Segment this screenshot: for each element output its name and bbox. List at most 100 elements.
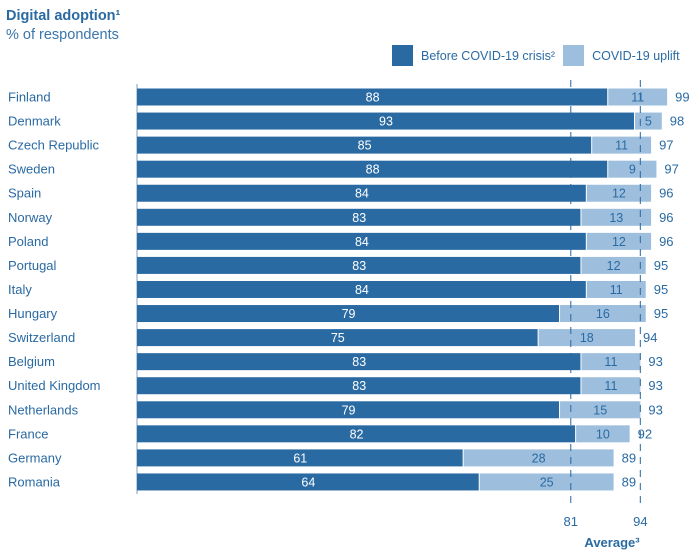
category-label: Netherlands xyxy=(8,402,79,417)
bar-covid-uplift xyxy=(581,256,646,274)
data-label-uplift: 5 xyxy=(645,115,652,129)
data-label-before: 64 xyxy=(301,475,315,489)
data-label-before: 84 xyxy=(355,235,369,249)
bar-covid-uplift xyxy=(586,280,646,298)
category-label: Italy xyxy=(8,282,32,297)
data-label-total: 92 xyxy=(638,426,652,441)
data-label-total: 94 xyxy=(643,330,657,345)
data-label-total: 93 xyxy=(648,378,662,393)
bar-before-covid xyxy=(137,280,586,298)
bar-covid-uplift xyxy=(581,353,641,371)
data-label-before: 85 xyxy=(358,139,372,153)
data-label-uplift: 16 xyxy=(596,307,610,321)
bar-before-covid xyxy=(137,425,576,443)
data-label-before: 84 xyxy=(355,283,369,297)
data-label-uplift: 10 xyxy=(596,427,610,441)
category-label: United Kingdom xyxy=(8,378,101,393)
reference-line-label: 81 xyxy=(564,514,578,529)
bar-covid-uplift xyxy=(608,160,657,178)
category-label: Romania xyxy=(8,474,61,489)
data-label-uplift: 11 xyxy=(610,283,623,297)
data-label-uplift: 12 xyxy=(612,235,626,249)
bar-before-covid xyxy=(137,208,581,226)
x-axis-label: Average³ xyxy=(584,535,640,550)
category-label: France xyxy=(8,426,48,441)
data-label-before: 82 xyxy=(350,427,364,441)
bar-before-covid xyxy=(137,305,560,323)
legend-item-before: Before COVID-19 crisis² xyxy=(392,45,555,66)
bar-covid-uplift xyxy=(586,184,652,202)
data-label-before: 83 xyxy=(352,211,366,225)
data-label-total: 99 xyxy=(675,90,689,105)
category-label: Spain xyxy=(8,186,41,201)
category-label: Portugal xyxy=(8,258,57,273)
reference-lines: 81 94 xyxy=(564,80,648,529)
data-label-total: 98 xyxy=(670,114,684,129)
data-label-uplift: 18 xyxy=(580,331,594,345)
data-label-uplift: 13 xyxy=(609,211,623,225)
bar-covid-uplift xyxy=(560,401,641,419)
bar-before-covid xyxy=(137,377,581,395)
bar-covid-uplift xyxy=(576,425,630,443)
data-label-before: 79 xyxy=(342,307,356,321)
data-label-uplift: 12 xyxy=(612,187,626,201)
category-label: Poland xyxy=(8,234,48,249)
bar-covid-uplift xyxy=(581,377,641,395)
data-label-before: 84 xyxy=(355,187,369,201)
data-label-uplift: 11 xyxy=(631,91,644,105)
legend-swatch-uplift xyxy=(563,45,585,66)
category-label: Sweden xyxy=(8,162,55,177)
data-label-before: 83 xyxy=(352,259,366,273)
category-label: Switzerland xyxy=(8,330,75,345)
data-label-uplift: 11 xyxy=(604,355,617,369)
bar-covid-uplift xyxy=(608,88,668,106)
data-label-total: 97 xyxy=(659,138,673,153)
data-label-uplift: 15 xyxy=(593,403,607,417)
bar-before-covid xyxy=(137,232,586,250)
data-label-uplift: 9 xyxy=(629,163,636,177)
category-label: Germany xyxy=(8,450,62,465)
bar-covid-uplift xyxy=(560,305,646,323)
bar-before-covid xyxy=(137,184,586,202)
data-label-uplift: 28 xyxy=(532,451,546,465)
legend: Before COVID-19 crisis² COVID-19 uplift xyxy=(392,45,688,66)
bar-before-covid xyxy=(137,473,479,491)
bar-before-covid xyxy=(137,401,560,419)
data-label-total: 95 xyxy=(654,282,668,297)
category-label: Norway xyxy=(8,210,53,225)
bar-covid-uplift xyxy=(463,449,614,467)
bar-before-covid xyxy=(137,449,463,467)
data-label-total: 93 xyxy=(648,354,662,369)
data-label-total: 96 xyxy=(659,186,673,201)
data-label-before: 93 xyxy=(379,115,393,129)
data-label-total: 95 xyxy=(654,258,668,273)
bar-before-covid xyxy=(137,329,538,347)
bar-covid-uplift xyxy=(538,329,636,347)
data-label-total: 93 xyxy=(648,402,662,417)
data-label-total: 89 xyxy=(622,450,636,465)
bar-covid-uplift xyxy=(586,232,652,250)
bar-before-covid xyxy=(137,353,581,371)
chart-title: Digital adoption¹ xyxy=(6,8,121,24)
data-label-total: 95 xyxy=(654,306,668,321)
data-label-total: 89 xyxy=(622,474,636,489)
category-label: Hungary xyxy=(8,306,58,321)
bar-before-covid xyxy=(137,112,635,130)
bar-before-covid xyxy=(137,136,592,154)
category-label: Czech Republic xyxy=(8,138,100,153)
data-label-uplift: 25 xyxy=(540,475,554,489)
legend-item-uplift: COVID-19 uplift xyxy=(563,45,680,66)
legend-label-uplift: COVID-19 uplift xyxy=(592,48,680,63)
legend-label-before: Before COVID-19 crisis² xyxy=(421,48,556,63)
data-label-uplift: 11 xyxy=(615,139,628,153)
data-label-before: 83 xyxy=(352,355,366,369)
bar-before-covid xyxy=(137,88,608,106)
bar-covid-uplift xyxy=(479,473,614,491)
data-label-before: 79 xyxy=(342,403,356,417)
bar-before-covid xyxy=(137,160,608,178)
data-label-before: 61 xyxy=(293,451,307,465)
data-label-uplift: 11 xyxy=(604,379,617,393)
data-label-total: 96 xyxy=(659,210,673,225)
data-label-total: 97 xyxy=(664,162,678,177)
